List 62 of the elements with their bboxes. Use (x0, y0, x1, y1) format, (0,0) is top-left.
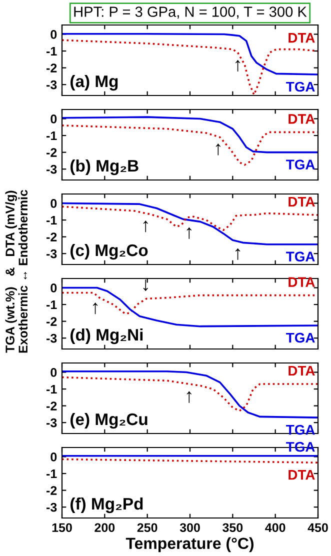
annotation: (f) Mg₂Pd (70, 497, 143, 514)
annotation: ↑ (93, 302, 98, 314)
x-tick-label: 400 (265, 523, 286, 532)
annotation: ↑ (186, 227, 192, 239)
y-tick-label: -2 (46, 317, 57, 326)
y-tick-label: -1 (46, 131, 57, 140)
series-label: TGA (286, 332, 315, 343)
x-tick-label: 250 (137, 523, 158, 532)
y-tick-label: -3 (46, 164, 57, 174)
y-tick-label: -2 (46, 64, 57, 72)
x-axis-title: Temperature (°C) (126, 537, 254, 552)
chart-title: HPT: P = 3 GPa, N = 100, T = 300 K (74, 6, 307, 19)
line-series (62, 32, 318, 76)
y-tick-label: -2 (46, 486, 57, 495)
series-label: DTA (288, 470, 315, 480)
y-tick-label: 0 (50, 114, 57, 124)
y-tick-label: -2 (46, 232, 57, 242)
y-tick-label: -2 (46, 402, 57, 410)
x-tick-label: 300 (180, 523, 200, 532)
line-series (62, 376, 318, 412)
y-tick-label: -1 (46, 216, 57, 225)
x-tick-label: 350 (222, 523, 243, 532)
series-label: TGA (286, 252, 315, 262)
y-tick-label: -1 (46, 300, 57, 310)
y-tick-label: 0 (50, 30, 57, 39)
series-label: DTA (288, 366, 315, 376)
y-tick-label: -3 (46, 502, 57, 512)
y-tick-label: -3 (46, 334, 57, 343)
x-tick-label: 200 (94, 523, 115, 532)
series-label: DTA (288, 196, 315, 207)
annotation: (a) Mg (70, 74, 118, 91)
y-tick-label: 0 (50, 452, 57, 462)
line-series (62, 116, 318, 154)
annotation: ↑ (143, 220, 148, 232)
y-tick-label: 0 (50, 284, 57, 292)
series-label: TGA (286, 160, 315, 170)
annotation: ↑ (186, 391, 192, 403)
x-tick-label: 450 (308, 523, 328, 532)
y-tick-label: -1 (46, 46, 57, 56)
y-tick-label: 0 (50, 199, 57, 208)
y-tick-label: -3 (46, 249, 57, 258)
annotation: (e) Mg₂Cu (70, 412, 148, 429)
annotation: (c) Mg₂Co (70, 244, 148, 260)
y-tick-label: -3 (46, 418, 57, 428)
y-tick-label: -1 (46, 384, 57, 394)
series-label: DTA (288, 277, 315, 287)
series-label: DTA (288, 114, 315, 124)
y-tick-label: -3 (46, 80, 57, 90)
x-tick-label: 150 (52, 523, 72, 532)
y-tick-label: -2 (46, 148, 57, 157)
series-label: DTA (288, 33, 315, 43)
y-tick-label: -1 (46, 469, 57, 478)
annotation: ↑ (216, 144, 220, 156)
annotation: ↑ (236, 60, 240, 72)
y-axis-title: TGA (wt.%) & DTA (mV/g) Exothermic ↔ Endothermic (5, 190, 28, 353)
annotation: ↑ (236, 248, 240, 260)
annotation: (d) Mg₂Ni (70, 328, 143, 344)
annotation: (b) Mg₂B (70, 159, 138, 176)
annotation: ↓ (143, 280, 148, 292)
series-label: TGA (286, 424, 315, 435)
y-tick-label: 0 (50, 368, 57, 377)
series-label: TGA (286, 82, 315, 92)
